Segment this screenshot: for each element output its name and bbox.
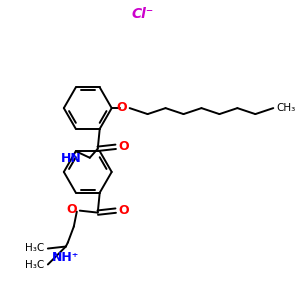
Text: O: O <box>119 140 129 153</box>
Text: Cl⁻: Cl⁻ <box>131 8 154 21</box>
Text: NH⁺: NH⁺ <box>52 250 80 263</box>
Text: CH₃: CH₃ <box>276 103 296 113</box>
Text: O: O <box>66 203 77 216</box>
Text: O: O <box>116 100 127 114</box>
Text: HN: HN <box>61 152 82 165</box>
Text: H₃C: H₃C <box>25 260 44 271</box>
Text: H₃C: H₃C <box>25 242 44 253</box>
Text: O: O <box>119 204 129 217</box>
